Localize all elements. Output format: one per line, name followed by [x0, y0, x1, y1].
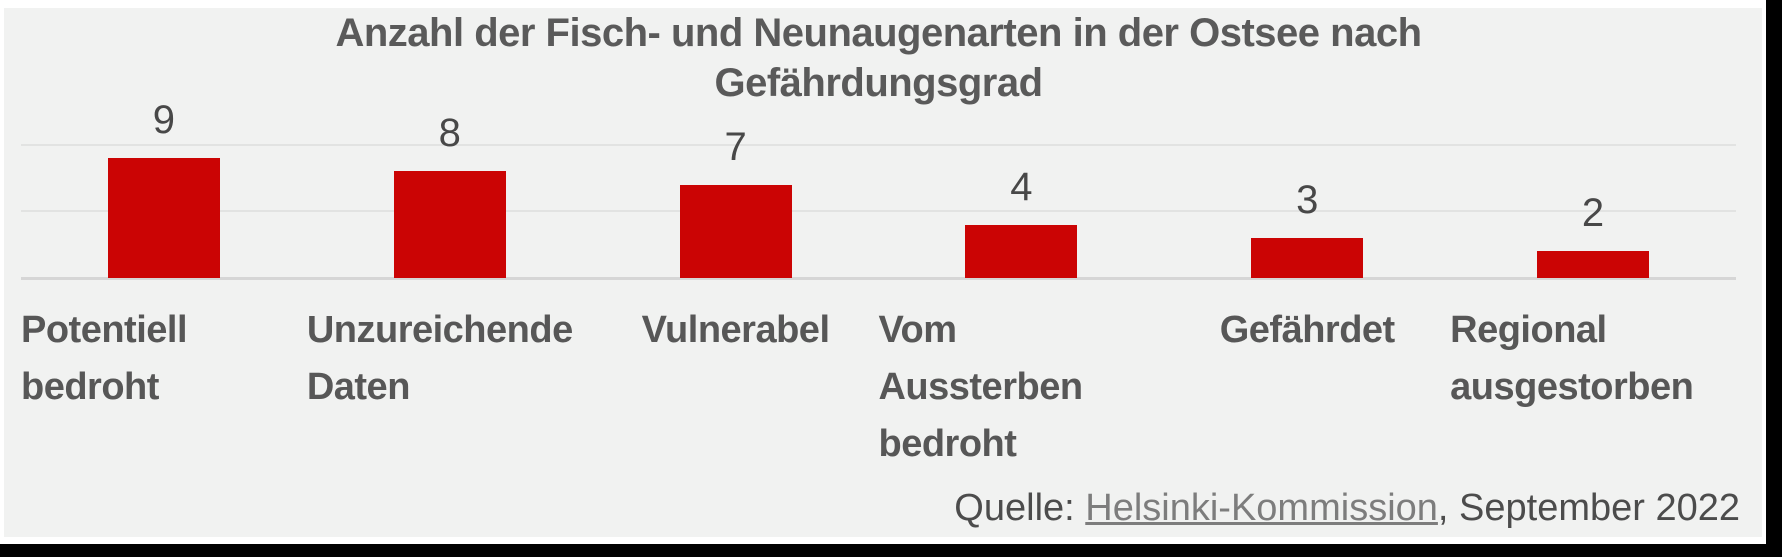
source-prefix: Quelle:: [954, 487, 1086, 529]
category-slot: Regional ausgestorben: [1450, 302, 1736, 473]
category-label: Unzureichende Daten: [306, 309, 573, 408]
bar: [393, 171, 506, 278]
x-axis-baseline: [21, 277, 1736, 280]
category-label: Potentiell bedroht: [21, 309, 188, 408]
value-label: 2: [1581, 191, 1605, 235]
category-slot: Vulnerabel: [593, 302, 879, 473]
value-label: 7: [724, 125, 747, 169]
bar-row: 9 8 7 4 3 2: [21, 100, 1736, 278]
category-slot: Unzureichende Daten: [307, 302, 593, 473]
source-suffix: , September 2022: [1437, 487, 1740, 529]
value-label: 4: [1010, 165, 1033, 209]
category-label: Vom Aussterben bedroht: [878, 309, 1083, 465]
chart-panel: Anzahl der Fisch- und Neunaugenarten in …: [4, 8, 1762, 537]
category-slot: Gefährdet: [1164, 302, 1450, 473]
bar: [107, 158, 220, 278]
bar-slot: 8: [307, 100, 593, 278]
bar-slot: 2: [1450, 100, 1736, 278]
category-slot: Vom Aussterben bedroht: [878, 302, 1164, 473]
value-label: 3: [1296, 178, 1319, 222]
bar: [1251, 238, 1364, 278]
category-label: Vulnerabel: [641, 309, 830, 351]
chart-title-line-2: Gefährdungsgrad: [714, 61, 1043, 105]
category-slot: Potentiell bedroht: [21, 302, 307, 473]
source-link[interactable]: Helsinki-Kommission: [1085, 487, 1438, 529]
category-label: Gefährdet: [1219, 309, 1395, 351]
plot-area: 9 8 7 4 3 2: [21, 100, 1736, 280]
bar: [679, 185, 792, 278]
category-row: Potentiell bedroht Unzureichende Daten Vul…: [21, 302, 1736, 473]
bar: [965, 225, 1078, 278]
bar-slot: 9: [21, 100, 307, 278]
value-label: 9: [152, 98, 176, 142]
category-label: Regional ausgestorben: [1450, 309, 1694, 408]
gridline-10: [21, 144, 1736, 146]
chart-card: Anzahl der Fisch- und Neunaugenarten in …: [0, 0, 1766, 544]
chart-title: Anzahl der Fisch- und Neunaugenarten in …: [21, 8, 1736, 108]
value-label: 8: [438, 111, 461, 155]
bar-slot: 4: [878, 100, 1164, 278]
source-text: Quelle: Helsinki-Kommission, September 2…: [954, 486, 1740, 530]
bar-slot: 3: [1164, 100, 1450, 278]
bar: [1537, 251, 1650, 278]
bar-slot: 7: [593, 100, 879, 278]
gridline-5: [21, 210, 1736, 212]
chart-title-line-1: Anzahl der Fisch- und Neunaugenarten in …: [335, 11, 1422, 55]
